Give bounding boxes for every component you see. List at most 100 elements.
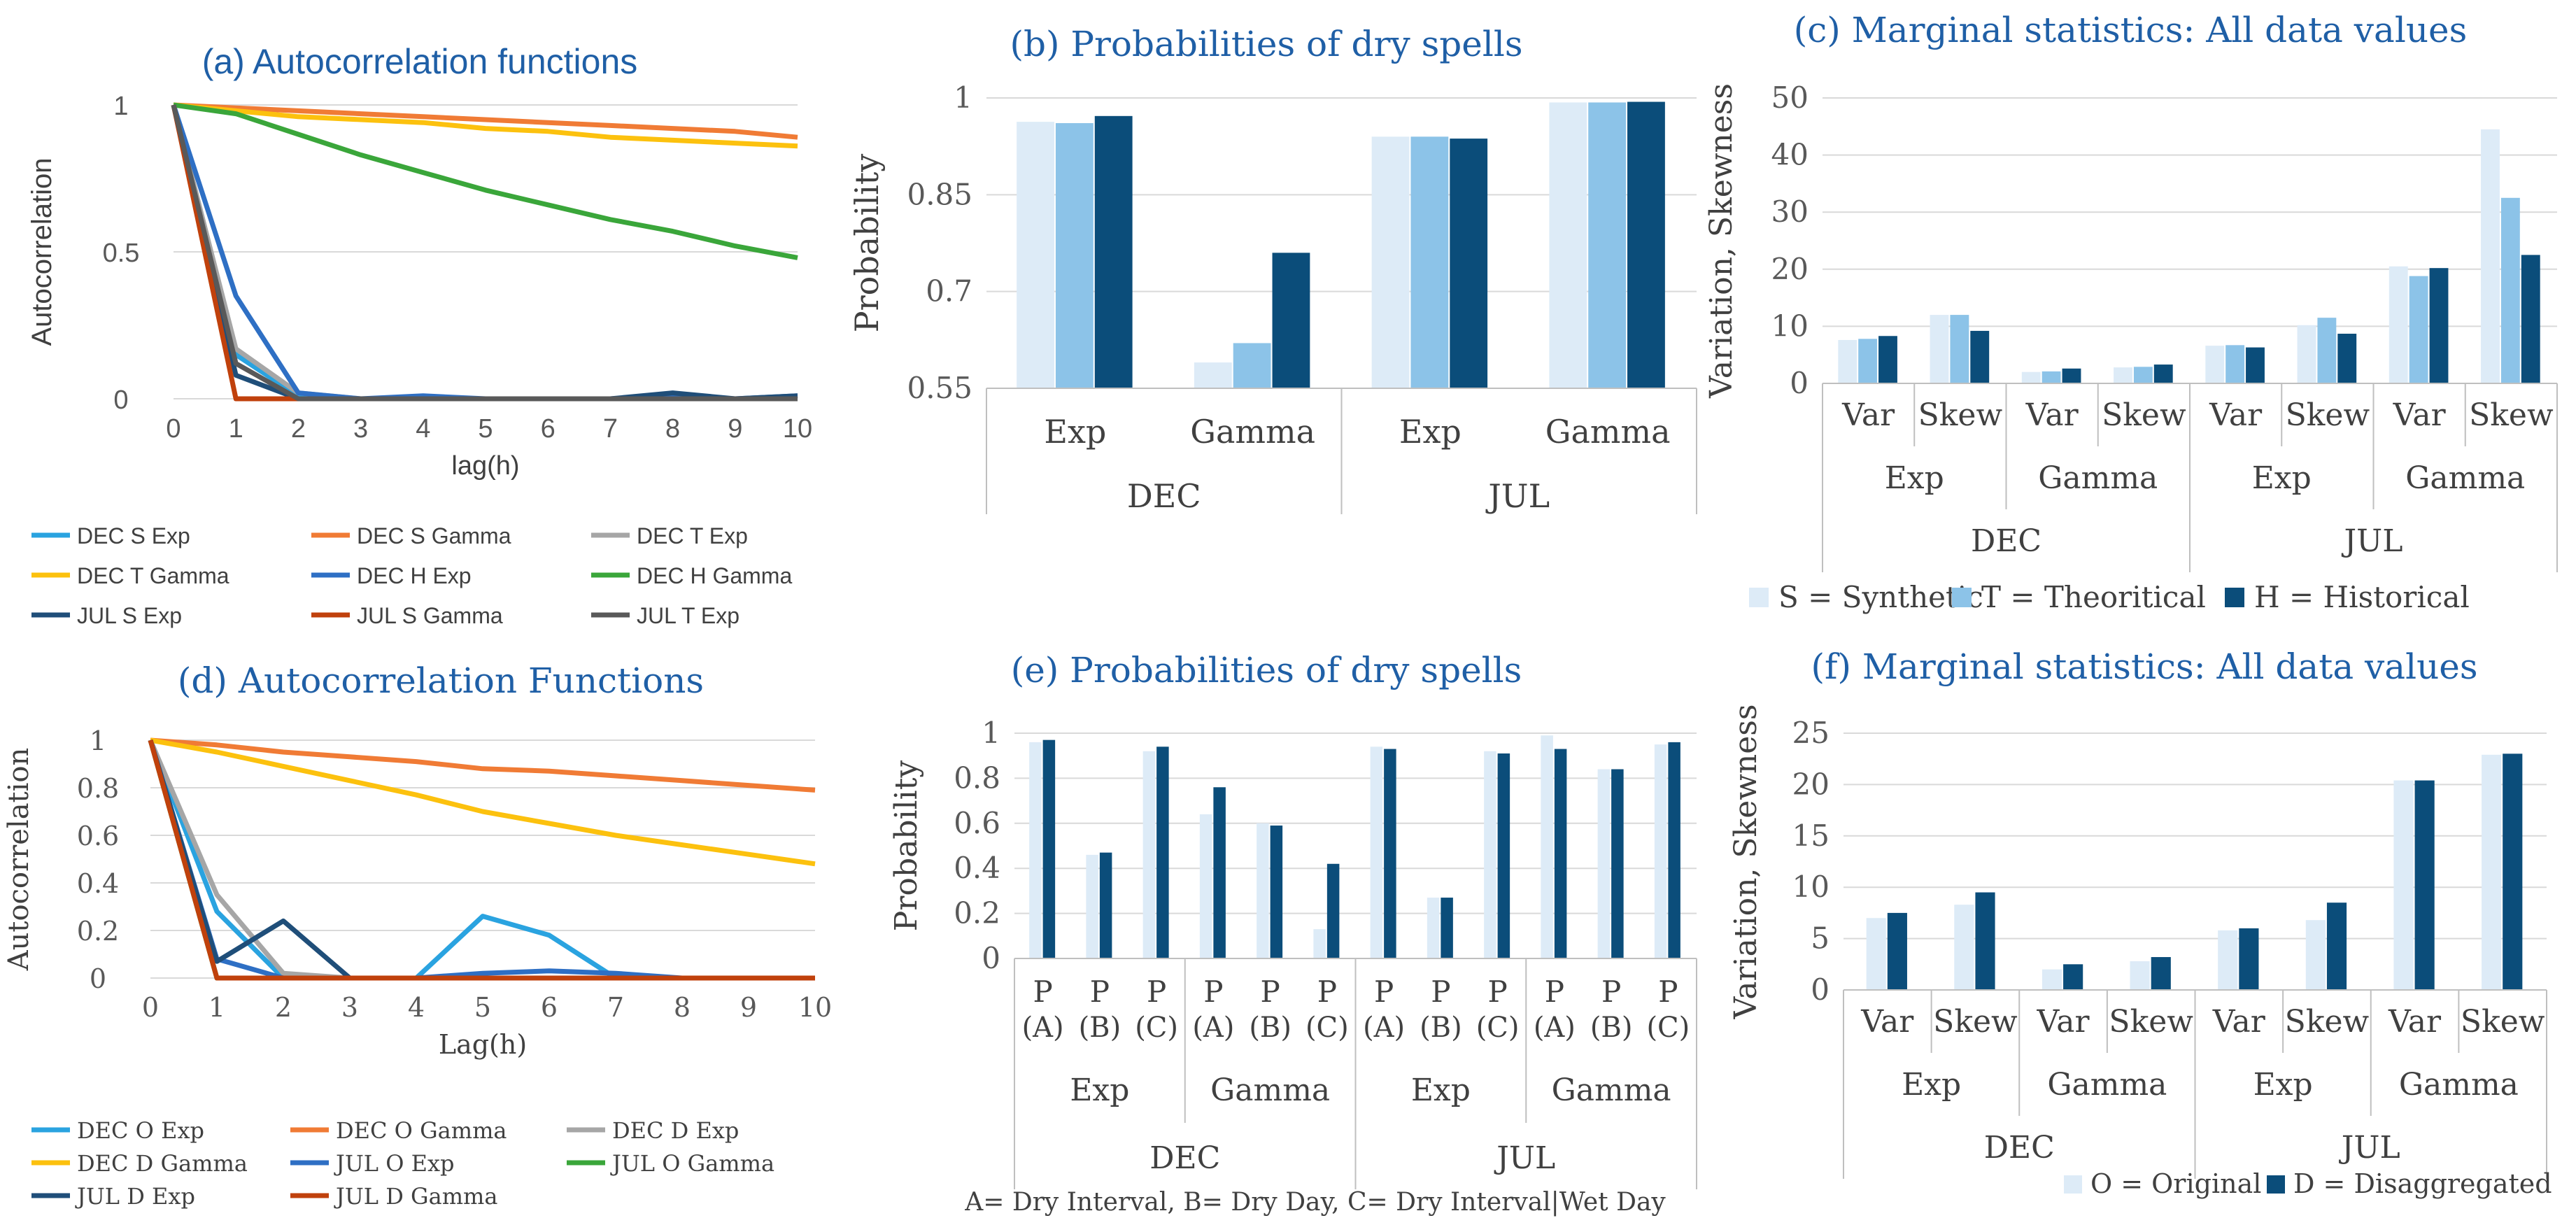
y-tick-label: 0.2 [954, 896, 1000, 930]
category-label: (B) [1590, 1012, 1633, 1044]
bar-disaggregated-5 [1326, 863, 1340, 958]
category-label: Skew [2461, 1004, 2545, 1040]
x-tick-label: 1 [208, 992, 225, 1023]
subgroup-label: Exp [1885, 460, 1944, 496]
legend-label: S = Synthetic [1778, 580, 1983, 614]
category-label-p: P [1487, 975, 1507, 1009]
category-label-p: P [1260, 975, 1280, 1009]
y-tick-label: 0 [982, 941, 1000, 975]
bar-disaggregated-1 [1099, 852, 1112, 958]
y-tick-label: 50 [1771, 80, 1809, 115]
chart-title-d: (d) Autocorrelation Functions [178, 660, 704, 701]
y-tick-label: 1 [113, 92, 128, 121]
bar-disaggregated-10 [1611, 769, 1624, 958]
category-label: (C) [1135, 1012, 1178, 1044]
series-line-dec-h-gamma [173, 102, 798, 260]
category-label: Skew [2286, 397, 2370, 433]
bar-disaggregated-9 [1554, 749, 1567, 958]
category-label: Var [2037, 1004, 2090, 1040]
bar-d-disaggregated-4 [2239, 928, 2259, 990]
bar-t-theoritical-6 [2409, 276, 2428, 383]
series-line-dec-d-gamma [150, 737, 816, 867]
x-tick-label: 4 [416, 414, 430, 444]
bar-o-original-5 [2305, 920, 2326, 990]
legend-swatch [2267, 1175, 2285, 1194]
group-label: JUL [1494, 1140, 1555, 1176]
bar-o-original-4 [2218, 930, 2238, 990]
bar-s-synthetic-2 [2021, 371, 2041, 383]
x-tick-label: 2 [275, 992, 292, 1023]
y-tick-label: 1 [982, 716, 1000, 750]
y-tick-label: 0.5 [103, 239, 140, 268]
y-tick-label: 0.4 [954, 851, 1000, 885]
legend-label: DEC T Exp [637, 523, 748, 548]
category-label: Var [1860, 1004, 1914, 1040]
bar-h-historical-5 [2337, 334, 2357, 383]
category-label: Var [1841, 397, 1895, 433]
legend-swatch [1749, 588, 1769, 607]
subgroup-label: Exp [2253, 1067, 2313, 1103]
y-tick-label: 20 [1771, 252, 1809, 286]
y-tick-label: 0.55 [907, 371, 972, 405]
bar-disaggregated-4 [1270, 826, 1283, 958]
bar-t-theoritical-4 [2225, 345, 2245, 383]
y-tick-label: 0.4 [77, 868, 119, 899]
bar-original-4 [1257, 823, 1269, 958]
category-label: Var [2212, 1004, 2266, 1040]
y-tick-label: 1 [90, 725, 106, 756]
x-tick-label: 8 [665, 414, 680, 444]
bar-t-theoritical-7 [2500, 197, 2520, 383]
bar-historical-2 [1450, 139, 1488, 388]
legend-label: H = Historical [2254, 580, 2470, 614]
series-line-dec-o-gamma [150, 737, 816, 793]
group-label: DEC [1971, 523, 2041, 559]
y-axis-label: Variation, Skewness [1728, 704, 1764, 1020]
bar-t-theoritical-3 [2133, 367, 2153, 383]
bar-original-9 [1541, 735, 1553, 958]
legend-label: DEC H Gamma [637, 563, 792, 588]
x-tick-label: 9 [740, 992, 757, 1023]
category-label: Skew [1933, 1004, 2018, 1040]
y-tick-label: 5 [1811, 921, 1830, 956]
bar-h-historical-0 [1878, 336, 1897, 383]
x-tick-label: 3 [353, 414, 368, 444]
bar-synthetic-1 [1194, 362, 1232, 388]
category-label-p: P [1601, 975, 1621, 1009]
bar-t-theoritical-5 [2317, 318, 2337, 383]
x-tick-label: 0 [142, 992, 159, 1023]
subgroup-label: Exp [1411, 1072, 1471, 1108]
legend-label: DEC O Gamma [336, 1117, 507, 1144]
subgroup-label: Exp [1070, 1072, 1129, 1108]
y-tick-label: 1 [954, 80, 972, 115]
bar-h-historical-6 [2429, 268, 2449, 383]
bar-s-synthetic-7 [2481, 129, 2500, 383]
category-label: (A) [1534, 1012, 1576, 1044]
subgroup-label: Gamma [2405, 460, 2525, 496]
legend-label: JUL O Gamma [610, 1150, 774, 1177]
group-label: DEC [1149, 1140, 1220, 1176]
y-tick-label: 10 [1792, 870, 1830, 904]
chart-title-e: (e) Probabilities of dry spells [1011, 650, 1522, 691]
bar-original-1 [1086, 854, 1098, 958]
bar-synthetic-2 [1371, 136, 1410, 389]
series-line-dec-t-gamma [173, 102, 798, 149]
x-tick-label: 5 [474, 992, 491, 1023]
bar-historical-1 [1272, 253, 1310, 388]
subgroup-label: Gamma [2047, 1067, 2167, 1103]
bar-original-11 [1654, 744, 1667, 958]
bar-disaggregated-11 [1668, 742, 1680, 958]
bar-d-disaggregated-3 [2151, 957, 2171, 990]
category-label: (C) [1305, 1012, 1349, 1044]
category-label-p: P [1090, 975, 1110, 1009]
y-tick-label: 0 [1790, 366, 1809, 400]
bar-original-0 [1029, 742, 1042, 958]
y-tick-label: 0.85 [907, 177, 972, 211]
x-axis-label: Lag(h) [439, 1029, 527, 1060]
legend-label: JUL D Gamma [334, 1183, 497, 1210]
category-label-p: P [1203, 975, 1223, 1009]
subgroup-label: Exp [1902, 1067, 1961, 1103]
bar-theoretical-1 [1233, 343, 1271, 388]
category-label: Skew [2102, 397, 2186, 433]
bar-d-disaggregated-6 [2414, 780, 2435, 990]
bar-o-original-2 [2041, 969, 2062, 990]
